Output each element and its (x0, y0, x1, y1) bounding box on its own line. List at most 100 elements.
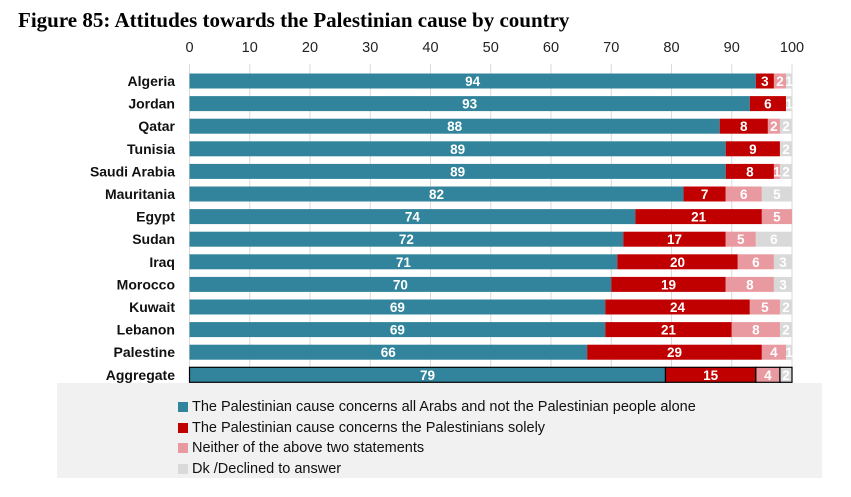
category-label: Algeria (128, 73, 176, 89)
data-label: 2 (782, 368, 790, 383)
bar-segment (719, 118, 768, 134)
data-label: 1 (785, 345, 793, 360)
data-label: 2 (776, 74, 784, 89)
data-label: 69 (390, 300, 405, 315)
category-label: Tunisia (127, 141, 175, 157)
bar-segment (761, 209, 792, 225)
data-label: 3 (761, 74, 769, 89)
data-label: 89 (450, 142, 465, 157)
data-label: 1 (785, 97, 793, 112)
bar-segment (617, 254, 738, 270)
data-label: 2 (782, 300, 790, 315)
data-label: 7 (701, 187, 709, 202)
stacked-bar-chart: 0 10 20 30 40 50 60 70 80 90 100 Algeria Jordan Qata… (90, 40, 804, 383)
bar-segment (773, 254, 792, 270)
bar-segment (189, 322, 606, 338)
x-axis-ticks: 0 10 20 30 40 50 60 70 80 90 100 (185, 40, 804, 56)
x-tick-label: 70 (603, 40, 619, 56)
bar-segment (785, 344, 792, 360)
data-label: 8 (746, 164, 754, 179)
bar-segment (785, 73, 792, 89)
legend-item: The Palestinian cause concerns the Pales… (178, 418, 696, 439)
legend-item: Dk /Declined to answer (178, 459, 696, 480)
bar-segment (779, 141, 792, 157)
category-label: Iraq (149, 254, 175, 270)
bar-segment (749, 96, 786, 112)
bar-segment (779, 322, 792, 338)
data-label: 8 (746, 277, 754, 292)
category-label: Saudi Arabia (90, 163, 175, 179)
category-label: Morocco (117, 276, 175, 292)
bar-segment (737, 254, 774, 270)
category-label: Mauritania (105, 186, 175, 202)
legend-label: The Palestinian cause concerns all Arabs… (192, 399, 696, 416)
bar-segment (605, 322, 732, 338)
bar-segment (189, 186, 684, 202)
bar-segment (725, 141, 780, 157)
data-label: 6 (752, 255, 760, 270)
data-label: 72 (399, 232, 414, 247)
data-label: 17 (667, 232, 682, 247)
category-label: Kuwait (129, 299, 175, 315)
data-label: 6 (764, 97, 772, 112)
legend-swatch (178, 402, 188, 413)
y-axis-categories: Algeria Jordan Qatar Tunisia Saudi Arabia Mau… (90, 73, 176, 383)
bar-segment (755, 231, 792, 247)
bar-segment (749, 299, 780, 315)
data-label: 1 (773, 164, 781, 179)
bar-segment (189, 141, 726, 157)
legend-label: Dk /Declined to answer (192, 460, 342, 477)
data-label: 5 (773, 187, 781, 202)
legend-label: The Palestinian cause concerns the Pales… (192, 419, 546, 436)
data-label: 74 (405, 210, 421, 225)
data-label: 8 (740, 119, 748, 134)
data-label: 71 (396, 255, 412, 270)
x-tick-label: 40 (422, 40, 438, 56)
category-label: Qatar (138, 118, 175, 134)
bar-segment (189, 118, 720, 134)
bar-segment (773, 276, 792, 292)
bar-segment (779, 118, 792, 134)
data-label: 5 (773, 210, 781, 225)
data-label: 66 (381, 345, 397, 360)
bar-segment (623, 231, 726, 247)
bar-segment (773, 163, 780, 179)
data-label: 5 (761, 300, 769, 315)
data-label: 2 (782, 323, 790, 338)
data-label: 88 (447, 119, 463, 134)
legend-item: Neither of the above two statements (178, 438, 696, 459)
data-label: 15 (703, 368, 719, 383)
bar-segment (725, 186, 762, 202)
legend: The Palestinian cause concerns all Arabs… (57, 383, 822, 478)
bar-segment (755, 73, 774, 89)
legend-swatch (178, 463, 188, 474)
data-label: 21 (661, 323, 677, 338)
data-label: 93 (462, 97, 478, 112)
legend-label: Neither of the above two statements (192, 440, 425, 457)
bar-segment (587, 344, 762, 360)
bar-segment (189, 254, 618, 270)
chart-title: Figure 85: Attitudes towards the Palesti… (18, 8, 570, 32)
data-label: 4 (764, 368, 772, 383)
x-tick-label: 90 (724, 40, 740, 56)
bar-segment (189, 209, 636, 225)
bar-segment (189, 344, 588, 360)
bar-segment (611, 276, 726, 292)
data-label: 2 (782, 142, 790, 157)
bar-segment (189, 299, 606, 315)
data-label: 2 (782, 119, 790, 134)
bar-segments (188, 73, 793, 383)
data-label: 19 (661, 277, 676, 292)
bar-segment (683, 186, 726, 202)
legend-item: The Palestinian cause concerns all Arabs… (178, 397, 696, 418)
x-tick-label: 0 (185, 40, 193, 56)
bar-segment (189, 73, 756, 89)
bar-segment (773, 73, 786, 89)
data-label: 70 (393, 277, 408, 292)
category-label: Jordan (128, 96, 175, 112)
data-label: 82 (429, 187, 444, 202)
category-label: Lebanon (117, 322, 175, 338)
bar-segment (189, 96, 750, 112)
bar-segment (725, 276, 774, 292)
bar-segment (761, 186, 792, 202)
